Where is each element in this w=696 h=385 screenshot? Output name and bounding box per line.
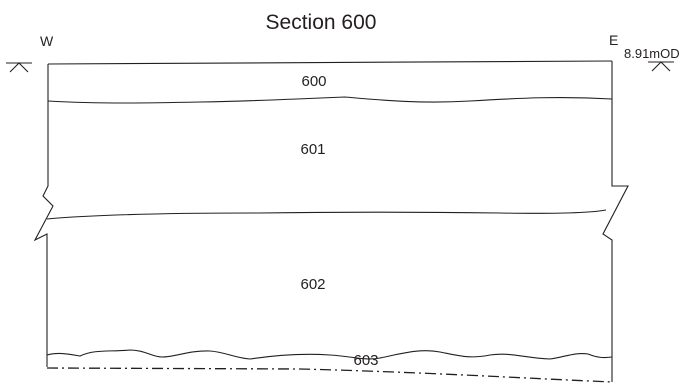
- context-label-603: 603: [353, 352, 378, 369]
- datum-marker-east: [648, 61, 674, 72]
- east-edge-with-break: [602, 61, 629, 382]
- limit-of-excavation-line: [46, 367, 613, 383]
- context-label-600: 600: [301, 73, 326, 90]
- ground-surface-line: [47, 60, 613, 65]
- west-label: W: [40, 33, 54, 49]
- boundary-600-601: [47, 96, 613, 104]
- context-label-602: 602: [300, 276, 325, 293]
- boundary-601-602: [46, 209, 607, 220]
- boundary-602-603: [46, 349, 613, 360]
- datum-marker-west: [6, 62, 32, 73]
- west-edge-with-break: [33, 64, 54, 367]
- east-label: E: [609, 32, 618, 48]
- datum-level-label: 8.91mOD: [624, 46, 680, 61]
- context-label-601: 601: [300, 141, 325, 158]
- section-title: Section 600: [266, 11, 377, 34]
